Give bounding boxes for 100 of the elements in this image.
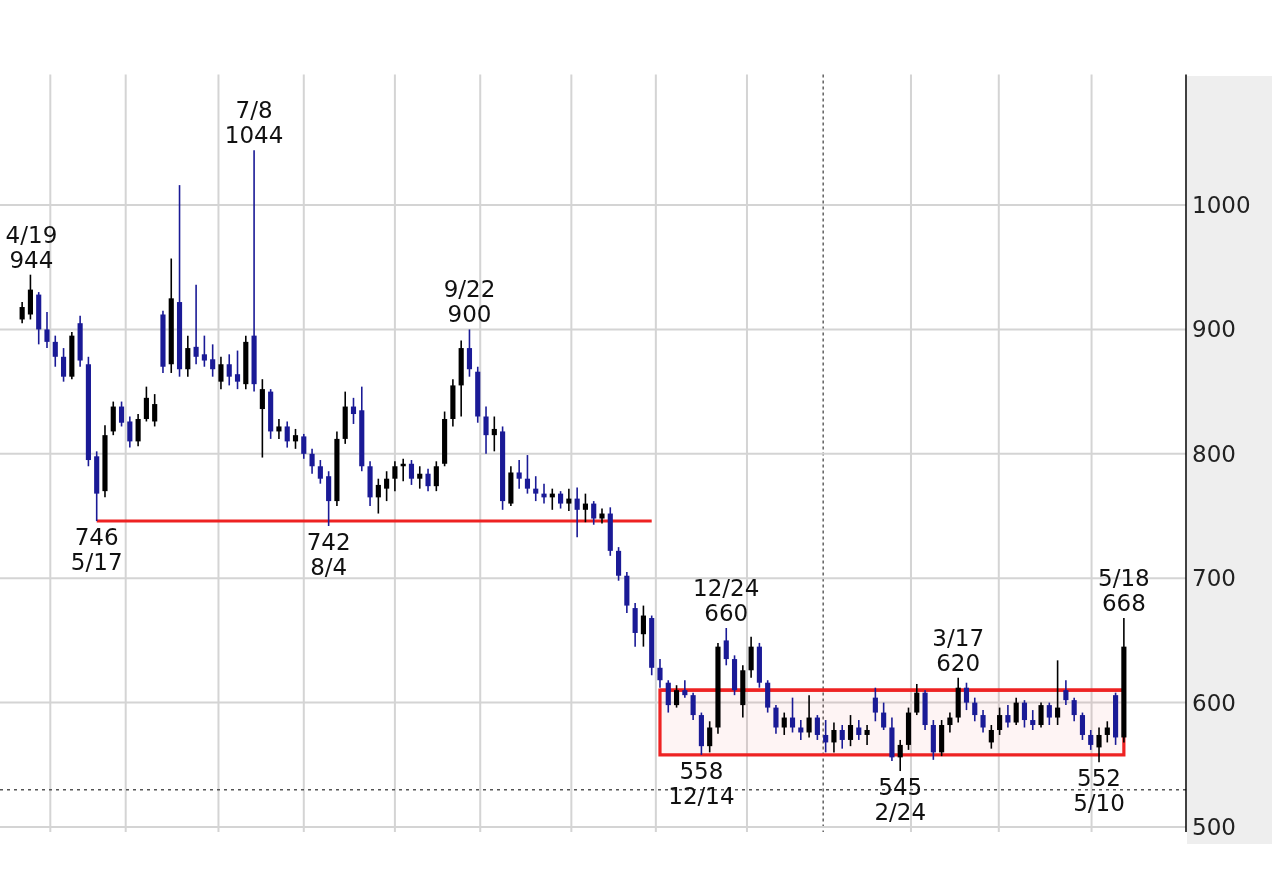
candlestick: [856, 719, 862, 741]
candlestick: [152, 393, 158, 428]
candlestick: [19, 301, 25, 324]
candlestick: [1088, 729, 1094, 751]
candlestick: [317, 459, 323, 485]
candlestick: [997, 706, 1003, 736]
candlestick: [682, 679, 688, 699]
candlestick: [276, 418, 282, 440]
candlestick: [185, 334, 191, 378]
candlestick: [773, 704, 779, 735]
candlestick: [533, 475, 539, 502]
y-tick-label: 700: [1192, 565, 1236, 592]
candlestick: [582, 492, 588, 524]
candlestick: [574, 486, 580, 538]
candlestick: [210, 343, 216, 378]
candlestick: [1063, 679, 1069, 706]
candlestick: [707, 720, 713, 754]
candlestick: [193, 283, 199, 366]
candlestick: [972, 696, 978, 723]
candlestick: [789, 696, 796, 734]
annotation: 3/17 620: [932, 624, 985, 676]
candlestick: [44, 311, 50, 349]
candlestick: [872, 686, 878, 723]
candlestick: [201, 334, 207, 368]
candlestick: [723, 627, 729, 667]
candlestick: [60, 347, 67, 383]
candlestick: [52, 334, 58, 368]
candlestick: [1096, 726, 1102, 764]
candlestick: [640, 604, 646, 648]
candlestick: [234, 349, 241, 390]
candlestick: [392, 460, 398, 492]
candlestick: [980, 709, 986, 734]
y-tick-label: 1000: [1192, 192, 1251, 219]
annotation: 7/8 1044: [224, 97, 284, 149]
candlestick: [566, 487, 572, 512]
candlestick: [309, 448, 315, 475]
candlestick: [914, 683, 920, 716]
candlestick: [806, 694, 812, 739]
annotation: 746 5/17: [70, 524, 123, 575]
candlestick: [226, 353, 232, 387]
candlestick: [375, 477, 381, 515]
annotation: 12/24 660: [693, 574, 760, 626]
candlestick: [947, 711, 953, 734]
candlestick: [1005, 704, 1011, 729]
candlestick: [417, 465, 423, 490]
candlestick: [864, 724, 870, 746]
candlestick: [1079, 711, 1086, 741]
candlestick: [881, 701, 887, 731]
candlestick: [301, 433, 307, 460]
candlestick: [591, 500, 597, 526]
annotation: 742 8/4: [306, 528, 351, 580]
annotation: 9/22 900: [443, 276, 496, 328]
candlestick: [118, 400, 125, 428]
candlestick: [665, 679, 671, 714]
candlestick: [839, 724, 845, 750]
annotation: 558 12/14: [668, 757, 735, 809]
annotation: 552 5/10: [1073, 765, 1125, 817]
candlestick: [127, 415, 133, 449]
candlestick: [657, 658, 663, 689]
candlestick: [814, 714, 820, 741]
candlestick: [1046, 701, 1052, 726]
y-tick-label: 500: [1192, 814, 1236, 841]
candlestick: [466, 328, 473, 378]
y-tick-label: 600: [1192, 689, 1236, 716]
candlestick: [284, 420, 290, 449]
candlestick: [143, 385, 149, 423]
candlestick: [516, 459, 522, 490]
candlestick: [690, 691, 696, 721]
annotation: 545 2/24: [874, 774, 927, 826]
candlestick: [218, 355, 224, 390]
candlestick: [781, 711, 787, 736]
candlestick: [748, 635, 754, 679]
y-tick-label: 800: [1192, 440, 1236, 467]
annotation: 4/19 944: [5, 221, 58, 273]
candlestick: [1013, 696, 1019, 726]
candlestick: [541, 482, 547, 505]
candlestick: [831, 721, 837, 754]
candlestick: [847, 714, 854, 747]
annotation: 5/18 668: [1098, 565, 1150, 617]
candlestick: [491, 415, 497, 453]
candlestick: [350, 397, 357, 425]
candlestick: [408, 459, 415, 486]
candlestick: [384, 470, 390, 502]
candlestick: [823, 719, 829, 754]
candlestick: [433, 460, 439, 492]
candlestick: [1038, 701, 1044, 729]
candlestick: [1055, 659, 1061, 726]
candlestick: [292, 428, 299, 450]
candlestick: [1021, 699, 1028, 729]
candlestick: [1104, 720, 1110, 744]
candlestick: [988, 724, 994, 750]
candlestick: [524, 454, 531, 495]
candlestick: [1030, 709, 1036, 731]
candlestick: [135, 413, 141, 448]
candlestick: [963, 681, 970, 711]
candlestick: [425, 467, 431, 492]
candlestick: [259, 378, 265, 459]
candlestick: [1071, 696, 1077, 723]
y-tick-label: 900: [1192, 316, 1236, 343]
candlestick: [673, 684, 680, 709]
